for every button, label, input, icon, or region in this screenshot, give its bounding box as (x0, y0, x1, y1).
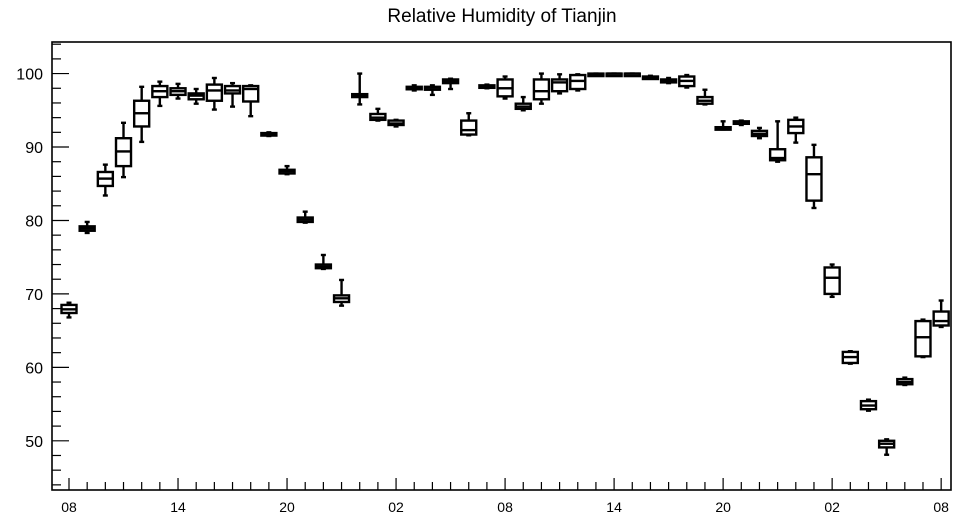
box-plot-item (496, 75, 514, 100)
y-tick-label: 60 (25, 360, 43, 377)
box-plot-item (696, 88, 714, 106)
box-plot-item (896, 376, 914, 387)
box-plot-item (60, 301, 78, 319)
box-plot-item (478, 83, 496, 90)
box-plot-item (151, 80, 169, 108)
box-plot-item (351, 72, 369, 106)
box-plot-item (278, 164, 296, 176)
box-plot-item (369, 107, 387, 122)
x-tick-label: 14 (606, 499, 622, 515)
x-tick-label: 20 (715, 499, 731, 515)
box-plot-item (387, 118, 405, 128)
x-tick-label: 08 (933, 499, 949, 515)
y-tick-label: 100 (16, 67, 43, 84)
boxes (60, 72, 950, 456)
box-plot-item (859, 398, 878, 412)
box-plot-item (732, 119, 750, 127)
box-plot-item (550, 73, 569, 95)
box-plot-item (514, 95, 532, 112)
box-plot-item (714, 120, 732, 131)
box (805, 156, 823, 202)
box (460, 119, 478, 136)
box-plot-item (96, 163, 115, 197)
x-tick-label: 02 (388, 499, 404, 515)
box-plot-item (114, 121, 133, 179)
box-plot-item (78, 220, 96, 235)
box-plot-item (532, 72, 551, 105)
x-tick-label: 02 (824, 499, 840, 515)
box-plot-item (641, 74, 660, 81)
box-plot-item (841, 349, 860, 365)
box-plot-item (169, 82, 187, 100)
box (768, 148, 787, 162)
box-plot-item (460, 112, 478, 137)
box-plot-item (423, 84, 442, 97)
chart-title: Relative Humidity of Tianjin (387, 6, 616, 27)
box-plot-item (877, 438, 896, 456)
x-tick-label: 14 (170, 499, 186, 515)
box (932, 310, 950, 327)
box-plot-item (187, 87, 205, 105)
y-tick-label: 50 (25, 434, 43, 451)
y-tick-label: 80 (25, 213, 43, 230)
box (532, 78, 551, 101)
box-plot-item (587, 72, 605, 78)
box-plot-item (623, 72, 641, 78)
box-plot-item (569, 73, 587, 92)
box-plot-item (605, 72, 623, 78)
box-plot-item (823, 263, 841, 299)
box (914, 319, 932, 358)
axes: 50 60 70 80 90 100 08 14 20 02 08 14 20 02 08 (16, 41, 952, 515)
plot-frame (51, 41, 952, 491)
box (205, 83, 224, 102)
x-tick-label: 08 (497, 499, 513, 515)
box-plot-item (332, 278, 351, 307)
box-plot-item (750, 126, 769, 140)
box-plot-item (405, 84, 423, 92)
box-plot-item (441, 77, 460, 91)
box-plot-item (678, 73, 696, 89)
box-plot-item (932, 299, 950, 329)
box-plot-item (223, 81, 242, 108)
x-tick-label: 08 (61, 499, 77, 515)
box-plot-item (805, 143, 823, 210)
box-plot-item (241, 84, 260, 118)
box-plot-item (768, 120, 787, 163)
y-tick-label: 70 (25, 287, 43, 304)
box (823, 266, 841, 296)
box-plot-item (314, 253, 333, 271)
y-tick-label: 90 (25, 140, 43, 157)
box-plot-item (205, 76, 224, 111)
box-plot-item (260, 131, 278, 138)
box-plot-item (132, 85, 151, 144)
box-plot-item (296, 210, 314, 224)
box-plot-item (787, 116, 805, 144)
x-tick-label: 20 (279, 499, 295, 515)
box-plot-item (659, 76, 678, 85)
box-plot-item (914, 318, 932, 359)
box (550, 78, 569, 93)
